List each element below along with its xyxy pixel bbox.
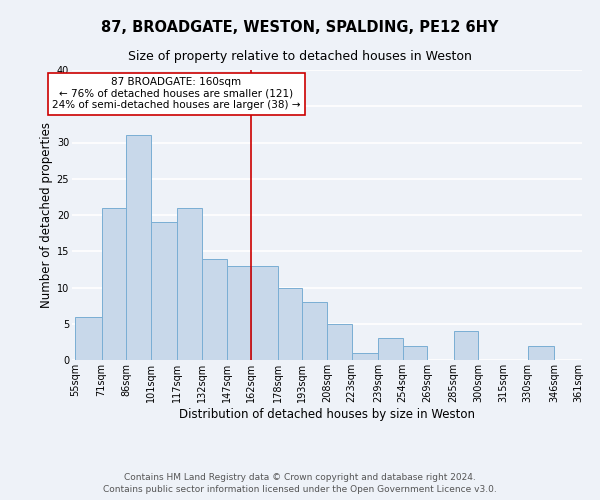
Bar xyxy=(126,135,151,360)
Bar xyxy=(101,208,126,360)
Y-axis label: Number of detached properties: Number of detached properties xyxy=(40,122,53,308)
Text: Size of property relative to detached houses in Weston: Size of property relative to detached ho… xyxy=(128,50,472,63)
Bar xyxy=(177,208,202,360)
Bar xyxy=(302,302,327,360)
Text: 87, BROADGATE, WESTON, SPALDING, PE12 6HY: 87, BROADGATE, WESTON, SPALDING, PE12 6H… xyxy=(101,20,499,35)
Bar xyxy=(403,346,427,360)
Bar xyxy=(251,266,278,360)
Text: Contains public sector information licensed under the Open Government Licence v3: Contains public sector information licen… xyxy=(103,485,497,494)
Text: Contains HM Land Registry data © Crown copyright and database right 2024.: Contains HM Land Registry data © Crown c… xyxy=(124,474,476,482)
X-axis label: Distribution of detached houses by size in Weston: Distribution of detached houses by size … xyxy=(179,408,475,420)
Bar xyxy=(378,338,403,360)
Bar xyxy=(454,331,478,360)
Bar xyxy=(75,316,101,360)
Bar xyxy=(202,258,227,360)
Text: 87 BROADGATE: 160sqm
← 76% of detached houses are smaller (121)
24% of semi-deta: 87 BROADGATE: 160sqm ← 76% of detached h… xyxy=(52,77,301,110)
Bar xyxy=(327,324,352,360)
Bar xyxy=(151,222,177,360)
Bar xyxy=(352,353,378,360)
Bar xyxy=(278,288,302,360)
Bar xyxy=(227,266,251,360)
Bar xyxy=(528,346,554,360)
